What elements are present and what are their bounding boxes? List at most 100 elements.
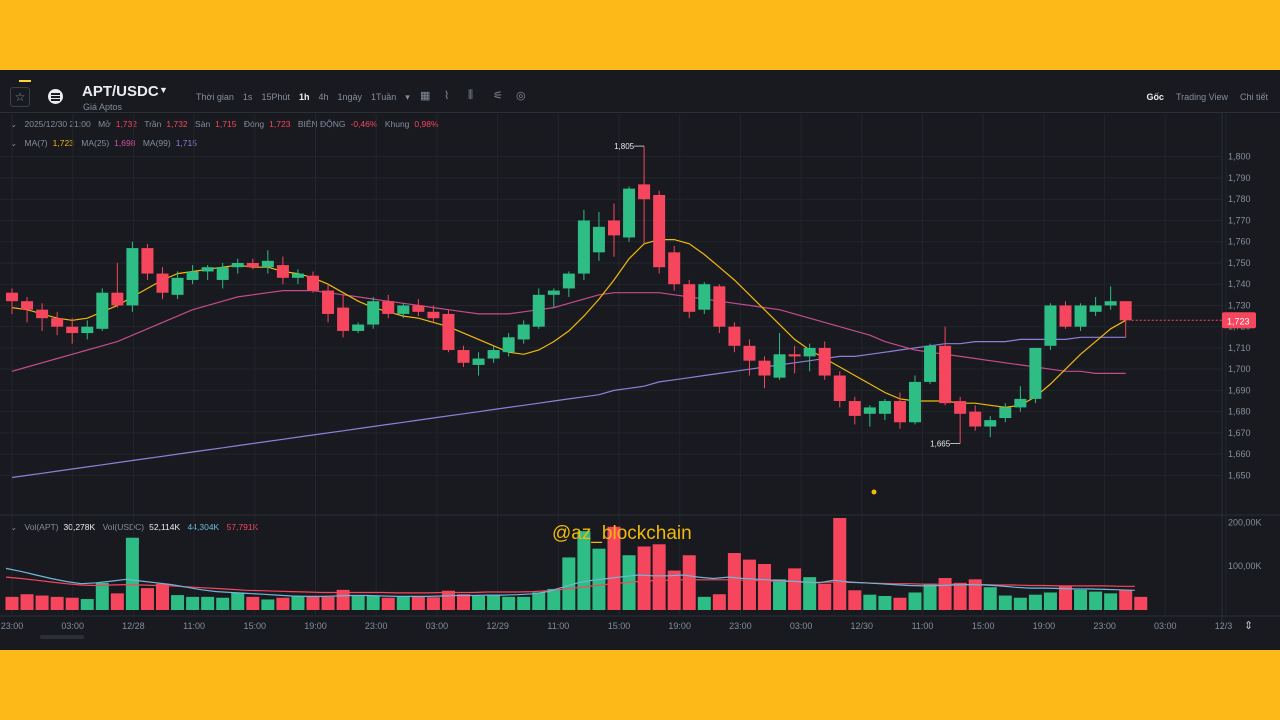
candle-body xyxy=(999,407,1012,419)
y-tick-label: 1,690 xyxy=(1228,385,1251,395)
candle-body xyxy=(743,345,756,361)
interval-1h[interactable]: 1h xyxy=(298,92,310,102)
candle-body xyxy=(51,318,64,327)
view-tabs: Gốc Trading View Chi tiết xyxy=(1146,92,1268,102)
ma99-label: MA(99) xyxy=(142,138,171,148)
candle-body xyxy=(1104,301,1117,306)
volume-bar xyxy=(276,597,290,610)
range-value: 0,98% xyxy=(414,119,439,129)
vol-usdc-label: Vol(USDC) xyxy=(102,522,145,532)
candle-body xyxy=(893,401,906,423)
candle-body xyxy=(562,273,575,289)
candle-body xyxy=(367,301,380,325)
x-tick-label: 19:00 xyxy=(1033,621,1056,631)
favorite-star-icon[interactable]: ☆ xyxy=(10,87,30,107)
interval-15m[interactable]: 15Phút xyxy=(261,92,290,102)
calendar-icon[interactable]: ▦ xyxy=(420,90,431,102)
volume-bar xyxy=(517,596,531,610)
volume-bar xyxy=(5,596,19,610)
y-tick-label: 1,750 xyxy=(1228,258,1251,268)
candle-body xyxy=(848,401,861,416)
indicator-icon[interactable]: ⌇ xyxy=(444,90,450,102)
candle-body xyxy=(382,301,395,314)
volume-bar xyxy=(742,559,756,610)
vol-apt-value: 30,278K xyxy=(63,522,96,532)
volume-bar xyxy=(502,596,516,610)
volume-bar xyxy=(803,577,817,610)
volume-bar xyxy=(261,599,275,610)
x-tick-label: 12/28 xyxy=(122,621,145,631)
volume-bar xyxy=(863,594,877,610)
candle-body xyxy=(984,420,997,427)
candle-body xyxy=(231,262,244,268)
candle-style-icon[interactable]: ⫼ xyxy=(468,89,474,101)
settings-sliders-icon[interactable]: ⚟ xyxy=(493,90,503,102)
volume-bar xyxy=(1028,594,1042,610)
volume-bar xyxy=(667,570,681,610)
axis-corner xyxy=(1232,617,1280,637)
y-tick-label: 1,740 xyxy=(1228,279,1251,289)
interval-more-chevron-icon[interactable]: ▾ xyxy=(405,92,410,102)
y-tick-label: 1,760 xyxy=(1228,237,1251,247)
y-tick-label: 1,680 xyxy=(1228,407,1251,417)
candle-body xyxy=(201,267,214,272)
candle-body xyxy=(924,345,937,382)
interval-1w[interactable]: 1Tuần xyxy=(371,92,397,102)
view-depth[interactable]: Chi tiết xyxy=(1239,92,1268,102)
ma-legend: ⌄ MA(7) 1,723 MA(25) 1,698 MA(99) 1,715 xyxy=(10,138,202,149)
x-tick-label: 23:00 xyxy=(1,621,24,631)
view-original[interactable]: Gốc xyxy=(1146,92,1164,102)
candle-body xyxy=(818,347,831,376)
interval-1d[interactable]: 1ngày xyxy=(337,92,363,102)
candle-body xyxy=(713,286,726,327)
collapse-chevron-icon[interactable]: ⌄ xyxy=(10,119,18,129)
volume-bar xyxy=(411,596,425,610)
candle-body xyxy=(487,350,500,359)
volume-bar xyxy=(336,589,350,610)
candle-body xyxy=(427,311,440,319)
ma25-label: MA(25) xyxy=(81,138,110,148)
collapse-chevron-icon[interactable]: ⌄ xyxy=(10,138,18,148)
candle-body xyxy=(171,277,184,295)
interval-time[interactable]: Thời gian xyxy=(196,92,234,102)
candle-body xyxy=(728,326,741,346)
y-tick-label: 1,700 xyxy=(1228,364,1251,374)
ma7-line xyxy=(11,239,1126,409)
candle-body xyxy=(502,337,515,353)
time-scrollbar xyxy=(40,635,84,639)
x-tick-label: 03:00 xyxy=(1154,621,1177,631)
candle-body xyxy=(638,184,651,200)
candle-body xyxy=(21,301,34,310)
chevron-down-icon[interactable]: ▼ xyxy=(159,85,168,95)
candle-body xyxy=(863,407,876,414)
candle-body xyxy=(111,292,124,306)
price-chart[interactable]: 1,800 1,790 1,780 1,770 1,760 1,750 1,740 1,730… xyxy=(0,70,1280,650)
view-tradingview[interactable]: Trading View xyxy=(1175,92,1228,102)
pair-title[interactable]: APT/USDC xyxy=(82,83,159,100)
volume-bar xyxy=(1013,597,1027,610)
y-tick-label: 1,770 xyxy=(1228,215,1251,225)
ma25-value: 1,698 xyxy=(114,138,136,148)
volume-tick-label: 200,00K xyxy=(1228,517,1262,527)
volume-bar xyxy=(968,579,982,610)
x-tick-label: 12/29 xyxy=(486,621,509,631)
open-value: 1,732 xyxy=(115,119,137,129)
y-tick-label: 1,790 xyxy=(1228,173,1251,183)
target-icon[interactable]: ◎ xyxy=(516,90,526,102)
interval-4h[interactable]: 4h xyxy=(318,92,329,102)
candle-body xyxy=(246,262,259,268)
interval-1s[interactable]: 1s xyxy=(242,92,253,102)
candle-body xyxy=(66,326,79,334)
volume-bar xyxy=(758,564,771,610)
collapse-chevron-icon[interactable]: ⌄ xyxy=(10,522,18,532)
volume-bar xyxy=(472,595,486,610)
ma7-value: 1,723 xyxy=(52,138,74,148)
volume-bar xyxy=(216,597,230,610)
close-label: Đóng xyxy=(243,119,265,129)
candle-body xyxy=(1014,398,1027,408)
candle-body xyxy=(216,267,229,280)
x-tick-label: 15:00 xyxy=(608,621,631,631)
candle-body xyxy=(352,324,365,331)
volume-ma-b-line xyxy=(5,576,1135,594)
volume-bar xyxy=(95,582,109,610)
